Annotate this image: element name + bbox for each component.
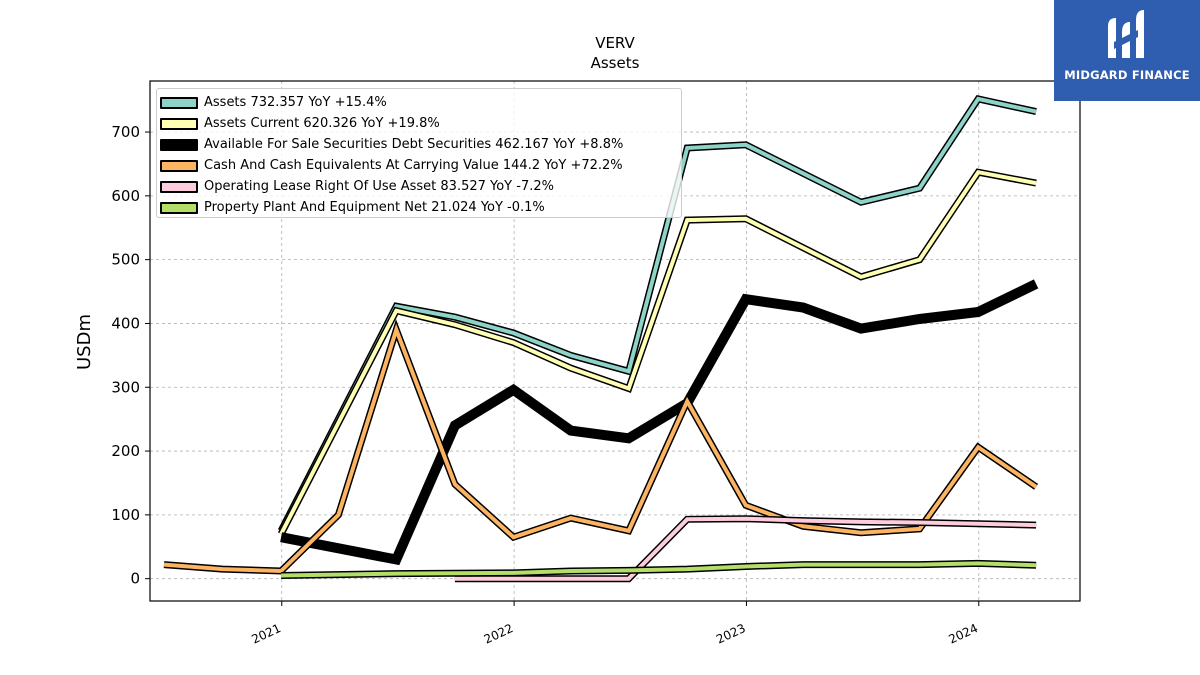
x-tick-label: 2023 (714, 621, 748, 647)
y-tick-label: 100 (111, 506, 140, 524)
legend-item: Cash And Cash Equivalents At Carrying Va… (157, 155, 681, 176)
series-line-outline (277, 168, 1037, 536)
legend-swatch (160, 159, 198, 172)
series-lines (163, 94, 1039, 583)
legend-item: Assets 732.357 YoY +15.4% (157, 92, 681, 113)
legend-label: Property Plant And Equipment Net 21.024 … (204, 200, 545, 215)
y-tick-label: 700 (111, 123, 140, 141)
y-tick-label: 500 (111, 251, 140, 269)
plot-frame (149, 80, 1081, 602)
series-line (454, 515, 1037, 583)
series-line (163, 319, 1039, 575)
legend-label: Operating Lease Right Of Use Asset 83.52… (204, 179, 554, 194)
legend-item: Assets Current 620.326 YoY +19.8% (157, 113, 681, 134)
midgard-logo-icon (1108, 10, 1144, 58)
y-tick-label: 300 (111, 378, 140, 396)
x-tick-label: 2024 (946, 621, 980, 647)
y-tick-label: 400 (111, 314, 140, 332)
series-line (277, 168, 1037, 536)
legend-label: Available For Sale Securities Debt Secur… (204, 137, 624, 152)
legend-swatch (160, 138, 198, 151)
y-axis-label: USDm (74, 314, 95, 370)
legend: Assets 732.357 YoY +15.4% Assets Current… (156, 88, 682, 218)
brand-name: MIDGARD FINANCE (1064, 68, 1190, 82)
legend-label: Assets Current 620.326 YoY +19.8% (204, 116, 440, 131)
legend-label: Assets 732.357 YoY +15.4% (204, 95, 387, 110)
y-tick-label: 200 (111, 442, 140, 460)
series-line-path (454, 516, 1037, 581)
x-tick-label: 2021 (249, 621, 283, 647)
legend-label: Cash And Cash Equivalents At Carrying Va… (204, 158, 623, 173)
chart-title: VERV (595, 34, 635, 52)
legend-item: Operating Lease Right Of Use Asset 83.52… (157, 176, 681, 197)
y-tick-label: 0 (130, 570, 140, 588)
series-line-path (163, 323, 1038, 574)
x-tick-label: 2022 (482, 621, 516, 647)
legend-swatch (160, 201, 198, 214)
legend-swatch (160, 117, 198, 130)
legend-swatch (160, 96, 198, 109)
brand-logo: MIDGARD FINANCE (1054, 0, 1200, 101)
series-line-path (279, 169, 1037, 535)
series-line (277, 94, 1037, 533)
series-line (281, 559, 1037, 579)
series-line-path (281, 561, 1037, 578)
series-line-path (279, 96, 1037, 532)
legend-item: Available For Sale Securities Debt Secur… (157, 134, 681, 155)
legend-swatch (160, 180, 198, 193)
chart-subtitle: Assets (591, 54, 640, 72)
y-tick-label: 600 (111, 187, 140, 205)
legend-item: Property Plant And Equipment Net 21.024 … (157, 197, 681, 218)
